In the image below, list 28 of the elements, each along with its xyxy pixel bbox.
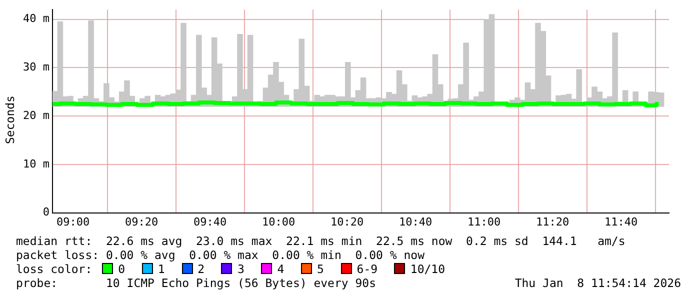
x-tick-label: 10:20 (330, 215, 364, 228)
legend-label: 10/10 (410, 262, 446, 276)
legend-label: 0 (118, 262, 126, 276)
text: median rtt: 22.6 ms avg 23.0 ms max 22.1 ms min 22.5 ms now 0.2 ms sd 144.1 am/s (16, 234, 626, 248)
y-tick-label: 10 m (22, 157, 50, 170)
text: packet loss: 0.00 % avg 0.00 % max 0.00 % min 0.00 % now (16, 248, 424, 262)
y-tick-label: 0 (42, 206, 50, 219)
legend-label: 6-9 (356, 262, 379, 276)
x-tick-label: 11:20 (536, 215, 570, 228)
y-axis-title: Seconds (3, 94, 18, 146)
text: probe: 10 ICMP Echo Pings (56 Bytes) every 90s (16, 276, 376, 290)
x-tick-label: 09:20 (124, 215, 158, 228)
x-tick-label: 10:40 (398, 215, 432, 228)
x-tick-label: 09:00 (56, 215, 90, 228)
legend-label: 4 (277, 262, 286, 276)
x-tick-label: 10:00 (262, 215, 296, 228)
y-tick-label: 40 m (22, 12, 50, 26)
y-tick-label: 20 m (22, 108, 50, 122)
legend-label: 2 (198, 262, 206, 276)
x-tick-label: 09:40 (193, 215, 227, 228)
text: Thu Jan 8 11:54:14 2026 (514, 276, 681, 290)
x-tick-label: 11:00 (467, 215, 501, 228)
x-tick-label: 11:40 (604, 215, 638, 228)
legend-label: 5 (317, 262, 325, 276)
y-tick-label: 30 m (22, 60, 50, 74)
legend-label: 1 (158, 262, 166, 276)
legend-label: 3 (237, 262, 246, 276)
legend-title: loss color: (16, 262, 94, 276)
